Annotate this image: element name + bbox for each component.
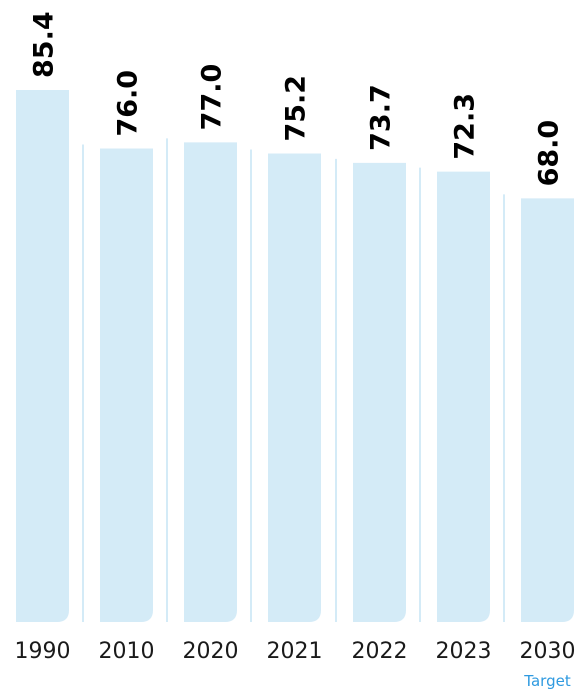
value-label-1990: 85.4 <box>29 11 60 78</box>
bar-2022 <box>353 162 406 622</box>
category-label-2022: 2022 <box>352 639 408 664</box>
bar-2020 <box>184 142 237 622</box>
bar-2010 <box>100 148 153 622</box>
value-label-2030: 68.0 <box>534 120 565 187</box>
bar-separators <box>82 138 505 622</box>
bars-group <box>16 90 574 623</box>
category-labels-group: 1990 2010 2020 2021 2022 2023 2030 Target <box>15 639 576 690</box>
value-label-2010: 76.0 <box>113 70 144 137</box>
value-label-2021: 75.2 <box>281 75 312 142</box>
category-label-2023: 2023 <box>436 639 492 664</box>
category-label-2020: 2020 <box>183 639 239 664</box>
value-label-2022: 73.7 <box>366 84 397 151</box>
bar-2030 <box>521 198 574 623</box>
category-sublabel-2030: Target <box>523 672 571 690</box>
category-label-2010: 2010 <box>99 639 155 664</box>
bar-2021 <box>268 153 321 622</box>
bar-1990 <box>16 90 69 622</box>
category-label-1990: 1990 <box>15 639 71 664</box>
bar-2023 <box>437 171 490 622</box>
value-label-2020: 77.0 <box>197 64 228 131</box>
category-label-2030: 2030 <box>520 639 576 664</box>
category-label-2021: 2021 <box>267 639 323 664</box>
value-label-2023: 72.3 <box>450 93 481 160</box>
value-labels-group: 85.4 76.0 77.0 75.2 73.7 72.3 68.0 <box>29 11 565 186</box>
